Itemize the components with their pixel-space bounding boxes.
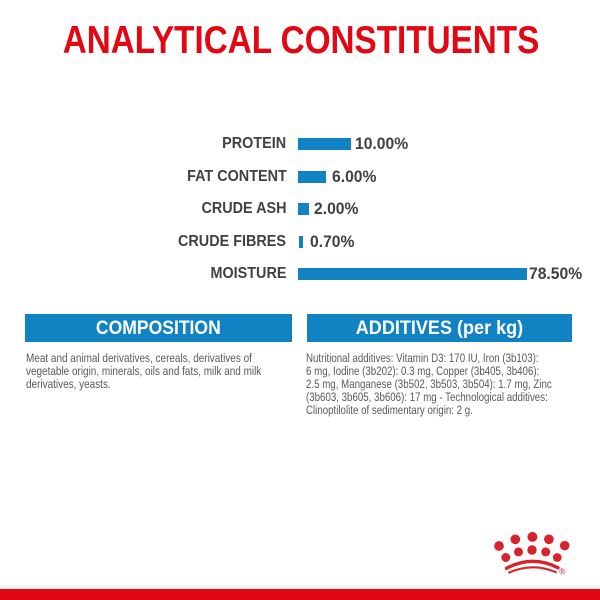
svg-text:®: ® <box>559 567 566 577</box>
